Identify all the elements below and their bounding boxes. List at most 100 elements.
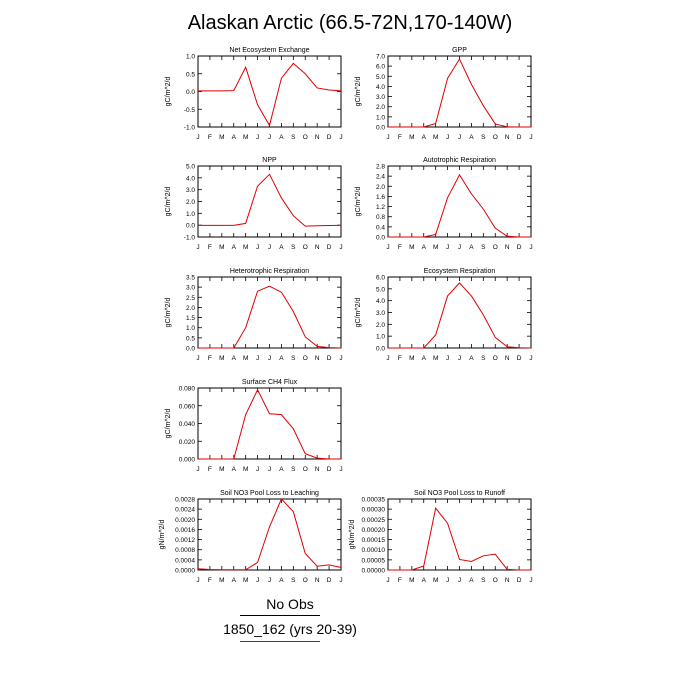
x-tick-label: M — [409, 134, 414, 141]
y-tick-label: 0.4 — [376, 224, 385, 231]
y-tick-label: 3.5 — [186, 275, 195, 282]
y-tick-label: 0.0 — [376, 235, 385, 242]
x-tick-label: J — [196, 577, 199, 584]
x-tick-label: A — [279, 577, 284, 584]
y-axis-label: gC/m^2/d — [355, 187, 362, 217]
y-tick-label: 0.060 — [179, 403, 196, 410]
y-tick-label: 5.0 — [376, 286, 385, 293]
y-tick-label: 0.00025 — [362, 517, 386, 524]
y-axis-label: gN/m^2/d — [349, 520, 356, 550]
chart-panel-5: Heterotrophic Respiration gC/m^2/d 0.0 0.5 1… — [165, 268, 343, 362]
x-tick-label: A — [469, 244, 474, 251]
y-tick-label: 1.2 — [376, 204, 385, 211]
x-tick-label: J — [268, 355, 271, 362]
y-axis-label: gC/m^2/d — [165, 298, 172, 328]
x-tick-label: M — [243, 244, 248, 251]
x-tick-label: A — [469, 134, 474, 141]
x-tick-label: J — [196, 355, 199, 362]
y-tick-label: 0.0016 — [175, 527, 195, 534]
chart-title: Autotrophic Respiration — [423, 157, 496, 164]
x-tick-label: O — [303, 577, 308, 584]
y-tick-label: 3.0 — [376, 310, 385, 317]
x-tick-label: S — [291, 355, 296, 362]
y-tick-label: -1.0 — [184, 125, 196, 132]
x-tick-label: S — [291, 244, 296, 251]
y-tick-label: 3.0 — [186, 187, 195, 194]
x-tick-label: J — [196, 244, 199, 251]
x-tick-label: M — [433, 577, 438, 584]
x-tick-label: M — [433, 244, 438, 251]
x-tick-label: J — [339, 355, 342, 362]
x-tick-label: A — [232, 134, 237, 141]
x-tick-label: J — [268, 244, 271, 251]
x-tick-label: S — [481, 244, 486, 251]
y-tick-label: 1.0 — [376, 334, 385, 341]
y-tick-label: 1.0 — [186, 211, 195, 218]
x-tick-label: M — [243, 355, 248, 362]
y-tick-label: 2.0 — [376, 184, 385, 191]
x-tick-label: N — [505, 244, 510, 251]
x-tick-label: J — [386, 577, 389, 584]
x-tick-label: D — [327, 134, 332, 141]
y-tick-label: 0.0008 — [175, 547, 195, 554]
y-tick-label: 3.0 — [186, 285, 195, 292]
series-line — [197, 498, 342, 571]
y-tick-label: 7.0 — [376, 54, 385, 61]
series-line — [198, 62, 342, 127]
y-tick-label: 2.0 — [186, 199, 195, 206]
x-tick-label: D — [327, 577, 332, 584]
x-tick-label: J — [458, 244, 461, 251]
series-line — [388, 173, 531, 238]
y-tick-label: 6.0 — [376, 275, 385, 282]
y-tick-label: 0.0000 — [175, 568, 195, 575]
y-tick-label: 0.020 — [179, 439, 196, 446]
x-tick-label: O — [303, 134, 308, 141]
y-tick-label: 0.0 — [376, 346, 385, 353]
legend-model-line — [240, 641, 320, 642]
chart-title: Net Ecosystem Exchange — [229, 47, 309, 54]
x-tick-label: M — [409, 244, 414, 251]
y-tick-label: 0.0 — [376, 125, 385, 132]
x-tick-label: J — [458, 577, 461, 584]
x-tick-label: S — [291, 577, 296, 584]
x-tick-label: J — [339, 466, 342, 473]
y-tick-label: 0.040 — [179, 421, 196, 428]
x-tick-label: J — [529, 577, 532, 584]
x-tick-label: J — [339, 244, 342, 251]
chart-title: Soil NO3 Pool Loss to Runoff — [414, 490, 505, 497]
x-tick-label: D — [327, 355, 332, 362]
y-tick-label: 0.8 — [376, 214, 385, 221]
y-tick-label: 1.5 — [186, 315, 195, 322]
x-tick-label: J — [446, 355, 449, 362]
chart-panel-6: Ecosystem Respiration gC/m^2/d 0.0 1.0 2.0 3.… — [355, 268, 533, 362]
x-tick-label: A — [422, 355, 427, 362]
y-axis-label: gC/m^2/d — [165, 187, 172, 217]
x-tick-label: O — [303, 466, 308, 473]
x-tick-label: O — [303, 355, 308, 362]
x-tick-label: J — [339, 577, 342, 584]
x-tick-label: J — [256, 244, 259, 251]
y-tick-label: 1.6 — [376, 194, 385, 201]
chart-panel-7: Surface CH4 Flux gC/m^2/d 0.000 0.020 0.040 0… — [165, 379, 343, 473]
y-tick-label: 0.5 — [186, 335, 195, 342]
x-tick-label: J — [446, 134, 449, 141]
x-tick-label: M — [243, 134, 248, 141]
x-tick-label: F — [398, 355, 402, 362]
x-tick-label: F — [398, 244, 402, 251]
series-line — [388, 57, 531, 128]
x-tick-label: J — [256, 466, 259, 473]
x-tick-label: A — [422, 577, 427, 584]
x-tick-label: O — [493, 355, 498, 362]
x-tick-label: M — [219, 466, 224, 473]
chart-title: Heterotrophic Respiration — [230, 268, 309, 275]
y-tick-label: 2.4 — [376, 174, 385, 181]
y-axis-label: gN/m^2/d — [159, 520, 166, 550]
y-tick-label: 0.00000 — [362, 568, 386, 575]
legend-obs-line — [240, 615, 320, 616]
y-axis-label: gC/m^2/d — [355, 77, 362, 107]
x-tick-label: J — [458, 355, 461, 362]
x-tick-label: A — [232, 466, 237, 473]
y-tick-label: 1.0 — [186, 325, 195, 332]
series-line — [388, 506, 531, 571]
x-tick-label: N — [505, 355, 510, 362]
